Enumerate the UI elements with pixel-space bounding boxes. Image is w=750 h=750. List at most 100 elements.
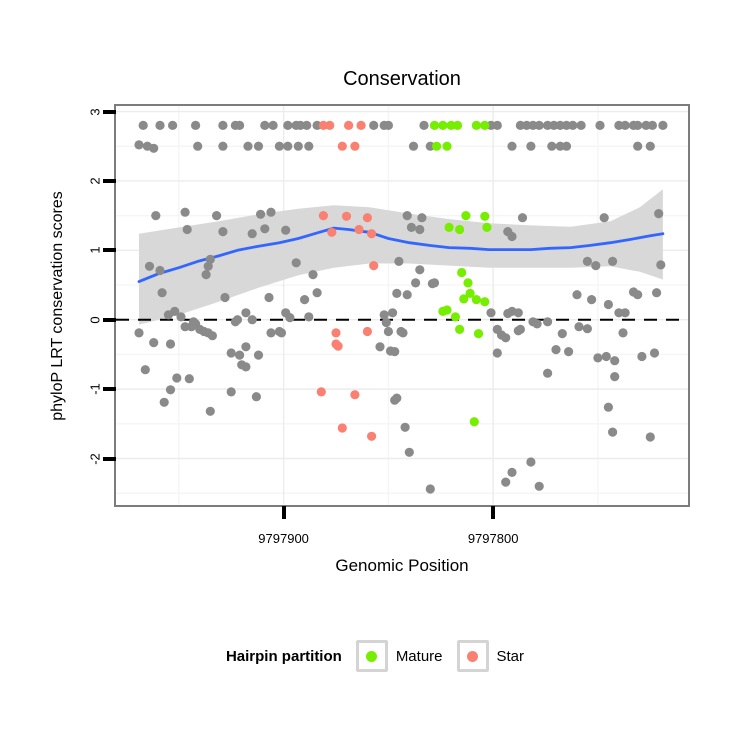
data-point-other (633, 120, 643, 130)
data-point-other (163, 310, 173, 320)
data-point-star (350, 390, 360, 400)
data-point-other (165, 339, 176, 349)
y-tick-label: 0 (87, 316, 103, 324)
data-point-other (415, 224, 425, 235)
data-point-star (356, 120, 366, 130)
data-point-mature (463, 278, 473, 288)
data-point-other (603, 402, 613, 412)
data-point-other (398, 328, 408, 338)
data-point-other (543, 368, 553, 378)
y-axis-tick (103, 109, 116, 114)
data-point-other (513, 308, 523, 318)
legend-label-star: Star (496, 647, 525, 665)
data-point-other (293, 141, 303, 151)
mature-dot-icon (366, 650, 378, 662)
data-point-other (182, 224, 192, 235)
data-point-other (610, 356, 620, 366)
data-point-other (641, 120, 651, 130)
x-axis-label: Genomic Position (335, 556, 469, 575)
data-point-other (492, 120, 502, 130)
data-point-other (191, 120, 201, 130)
y-tick-label: 1 (87, 246, 103, 254)
data-point-star (354, 224, 364, 235)
y-axis-tick (103, 387, 116, 392)
plot-title: Conservation (343, 68, 461, 90)
data-point-other (572, 290, 582, 300)
data-point-other (260, 224, 270, 234)
data-point-star (367, 229, 377, 239)
data-point-other (591, 261, 601, 271)
data-point-mature (444, 222, 454, 232)
data-point-other (658, 120, 668, 130)
data-point-other (291, 258, 301, 268)
star-dot-icon (467, 650, 478, 662)
data-point-other (295, 120, 305, 130)
data-point-star (327, 227, 337, 237)
y-axis-tick (103, 178, 116, 183)
data-point-star (325, 120, 335, 130)
data-point-other (417, 213, 427, 223)
data-point-other (557, 329, 567, 339)
data-point-other (283, 120, 293, 130)
x-axis-tick (281, 506, 286, 519)
y-tick-label: 3 (87, 107, 103, 116)
data-point-other (404, 447, 414, 457)
legend: Hairpin partition Mature Star (0, 639, 750, 673)
data-point-other (256, 209, 266, 219)
data-point-other (205, 406, 215, 416)
data-point-other (390, 395, 400, 405)
data-point-other (402, 211, 412, 221)
data-point-mature (450, 312, 460, 322)
data-point-star (367, 431, 377, 441)
data-point-other (406, 222, 416, 232)
data-point-other (201, 270, 211, 280)
data-point-other (595, 120, 605, 130)
data-point-other (561, 120, 572, 130)
data-point-other (486, 308, 496, 318)
data-point-star (344, 120, 354, 130)
data-point-star (318, 211, 328, 221)
data-point-other (649, 348, 660, 358)
data-point-other (266, 328, 276, 338)
y-tick-label: -1 (87, 383, 103, 395)
data-point-other (151, 211, 161, 221)
data-point-mature (471, 295, 481, 305)
data-point-other (260, 120, 270, 130)
legend-item-star: Star (456, 640, 525, 672)
plot-canvas (116, 106, 688, 505)
data-point-other (555, 120, 565, 130)
data-point-other (383, 326, 393, 337)
data-point-other (138, 120, 148, 130)
data-point-other (411, 278, 421, 288)
data-point-other (247, 229, 257, 239)
legend-title: Hairpin partition (225, 647, 342, 665)
data-point-other (620, 120, 630, 130)
data-point-other (561, 141, 572, 151)
data-point-other (522, 120, 532, 130)
data-point-other (645, 432, 655, 442)
y-axis-tick (103, 248, 116, 253)
data-point-star (333, 341, 343, 351)
data-point-other (220, 292, 230, 303)
data-point-mature (452, 120, 463, 130)
data-point-other (226, 348, 236, 358)
data-point-mature (480, 120, 490, 130)
data-point-star (337, 141, 347, 151)
data-point-other (253, 141, 264, 151)
data-point-mature (442, 305, 452, 315)
data-point-other (218, 120, 228, 130)
data-point-other (402, 290, 412, 300)
data-point-other (564, 347, 574, 357)
data-point-other (241, 342, 251, 352)
data-point-mature (457, 267, 467, 278)
data-point-mature (446, 120, 456, 130)
data-point-other (180, 207, 190, 217)
data-point-other (532, 319, 542, 329)
data-point-mature (442, 141, 452, 151)
data-point-other (618, 328, 628, 338)
data-point-other (390, 347, 400, 357)
data-point-star (337, 423, 347, 433)
data-point-other (180, 322, 190, 332)
data-point-other (304, 312, 314, 322)
data-point-other (140, 365, 150, 375)
